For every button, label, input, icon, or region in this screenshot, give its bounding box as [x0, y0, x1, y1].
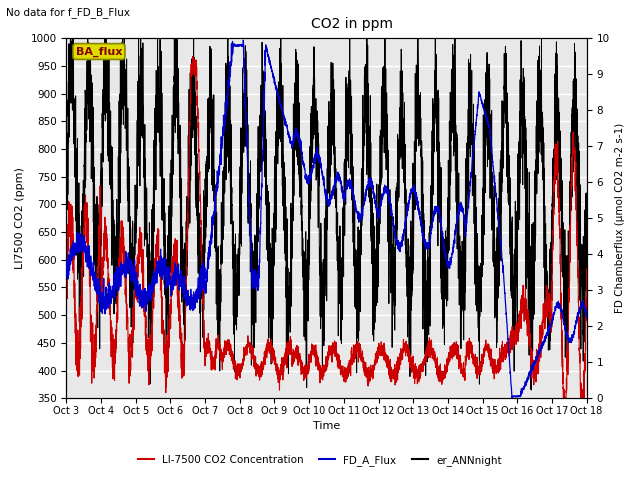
- Text: BA_flux: BA_flux: [76, 47, 122, 57]
- Y-axis label: FD Chamberflux (μmol CO2 m-2 s-1): FD Chamberflux (μmol CO2 m-2 s-1): [615, 123, 625, 313]
- Text: CO2 in ppm: CO2 in ppm: [311, 17, 393, 31]
- Text: No data for f_FD_B_Flux: No data for f_FD_B_Flux: [6, 7, 131, 18]
- Y-axis label: LI7500 CO2 (ppm): LI7500 CO2 (ppm): [15, 167, 25, 269]
- Legend: LI-7500 CO2 Concentration, FD_A_Flux, er_ANNnight: LI-7500 CO2 Concentration, FD_A_Flux, er…: [134, 451, 506, 470]
- X-axis label: Time: Time: [313, 421, 340, 432]
